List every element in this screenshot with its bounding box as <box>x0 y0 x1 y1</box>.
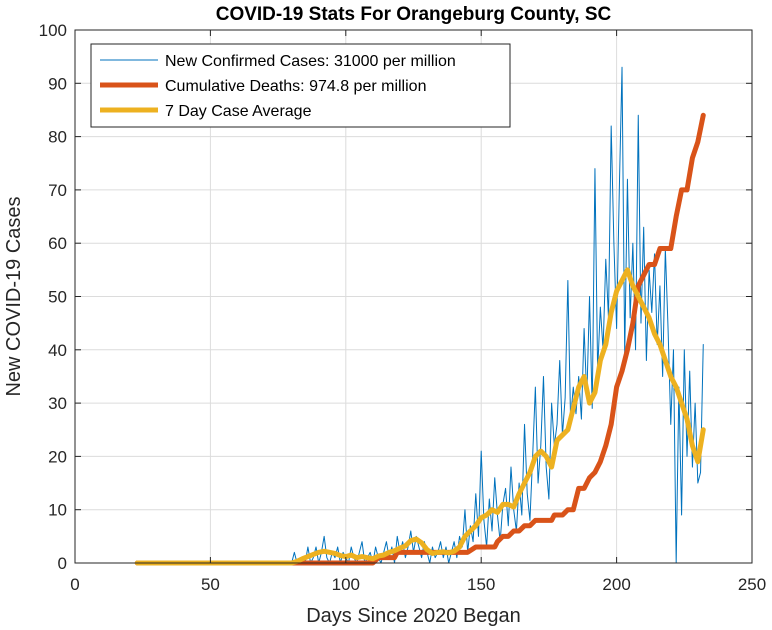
tick-layer: 0 50 100 150 200 250 0 10 20 30 40 50 60 70 80 90 100 <box>39 21 767 594</box>
y-tick-label: 60 <box>48 234 67 253</box>
legend-entry-new-cases: New Confirmed Cases: 31000 per million <box>165 53 456 70</box>
y-tick-label: 50 <box>48 288 67 307</box>
series-layer <box>134 66 706 566</box>
y-axis-label: New COVID-19 Cases <box>3 196 25 396</box>
y-tick-label: 70 <box>48 181 67 200</box>
legend-box <box>90 43 511 128</box>
x-axis-label: Days Since 2020 Began <box>306 605 521 627</box>
x-tick-label: 200 <box>602 575 630 594</box>
y-tick-label: 30 <box>48 394 67 413</box>
x-tick-label: 100 <box>332 575 360 594</box>
x-tick-label: 150 <box>467 575 495 594</box>
x-tick-label: 250 <box>738 575 766 594</box>
legend-entry-cumulative-deaths: Cumulative Deaths: 974.8 per million <box>165 78 426 95</box>
y-tick-label: 20 <box>48 447 67 466</box>
x-tick-label: 0 <box>70 575 79 594</box>
y-tick-label: 40 <box>48 341 67 360</box>
legend: New Confirmed Cases: 31000 per million C… <box>90 43 511 128</box>
series-7-day-average <box>134 267 706 566</box>
x-tick-label: 50 <box>201 575 220 594</box>
legend-entry-7-day-average: 7 Day Case Average <box>165 103 312 120</box>
y-tick-label: 80 <box>48 128 67 147</box>
y-tick-label: 100 <box>39 21 67 40</box>
y-tick-label: 0 <box>58 554 67 573</box>
chart-title: COVID-19 Stats For Orangeburg County, SC <box>216 4 612 25</box>
y-tick-label: 90 <box>48 74 67 93</box>
y-tick-label: 10 <box>48 501 67 520</box>
